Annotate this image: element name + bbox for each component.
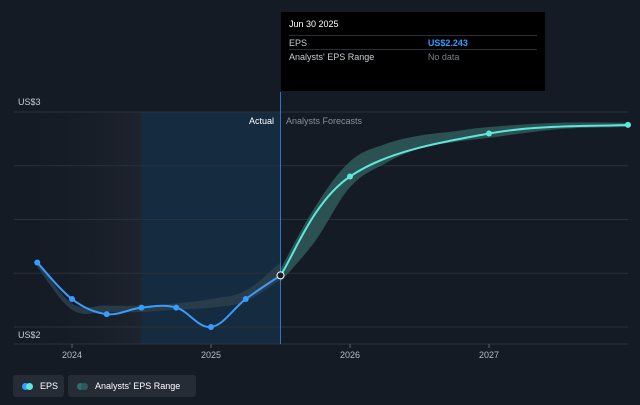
eps-actual-line: [36, 261, 282, 329]
range-dot-icon: [77, 382, 88, 390]
tooltip: Jun 30 2025 EPS US$2.243 Analysts' EPS R…: [281, 12, 545, 91]
tooltip-eps-value: US$2.243: [427, 38, 468, 48]
tooltip-eps-label: EPS: [289, 38, 308, 48]
analysts-eps-range-band: [280, 122, 628, 282]
tooltip-eps-row: EPS US$2.243: [289, 35, 537, 49]
data-points: [34, 121, 631, 330]
legend-range-label: Analysts' EPS Range: [95, 381, 181, 391]
eps-forecast-point: [486, 130, 492, 137]
legend-eps-label: EPS: [40, 381, 59, 391]
eps-actual-point: [242, 296, 249, 303]
eps-actual-point: [138, 304, 145, 311]
x-axis-ticks: 2024 2025 2026 2027: [62, 344, 499, 360]
eps-forecast-line: [279, 123, 629, 276]
eps-dot-icon: [22, 382, 33, 390]
eps-actual-point: [103, 311, 110, 318]
eps-forecast-point: [625, 121, 631, 128]
historical-band: [37, 260, 281, 314]
eps-forecast-point: [347, 173, 353, 180]
y-tick-label-2: US$2: [18, 330, 41, 340]
x-tick-label: 2025: [201, 350, 221, 360]
y-tick-label-3: US$3: [18, 97, 41, 107]
eps-actual-point: [69, 296, 75, 303]
legend-eps[interactable]: EPS: [13, 375, 64, 397]
tooltip-range-row: Analysts' EPS Range No data: [289, 49, 537, 63]
eps-actual-point: [276, 271, 285, 280]
x-tick-label: 2027: [479, 350, 499, 360]
eps-actual-point: [34, 259, 41, 266]
tooltip-range-label: Analysts' EPS Range: [289, 52, 375, 62]
actual-label: Actual: [249, 116, 274, 126]
tooltip-range-value: No data: [427, 52, 460, 62]
past-shade: [14, 112, 142, 344]
eps-actual-point: [208, 324, 214, 330]
eps-chart: 2024 2025 2026 2027 US$3 US$2 Actual Analys…: [14, 92, 631, 360]
forecast-label: Analysts Forecasts: [286, 116, 363, 126]
tooltip-date: Jun 30 2025: [289, 19, 339, 29]
x-tick-label: 2024: [62, 350, 82, 360]
x-tick-label: 2026: [340, 350, 360, 360]
eps-actual-point: [173, 304, 180, 311]
legend-analysts-range[interactable]: Analysts' EPS Range: [68, 375, 196, 397]
